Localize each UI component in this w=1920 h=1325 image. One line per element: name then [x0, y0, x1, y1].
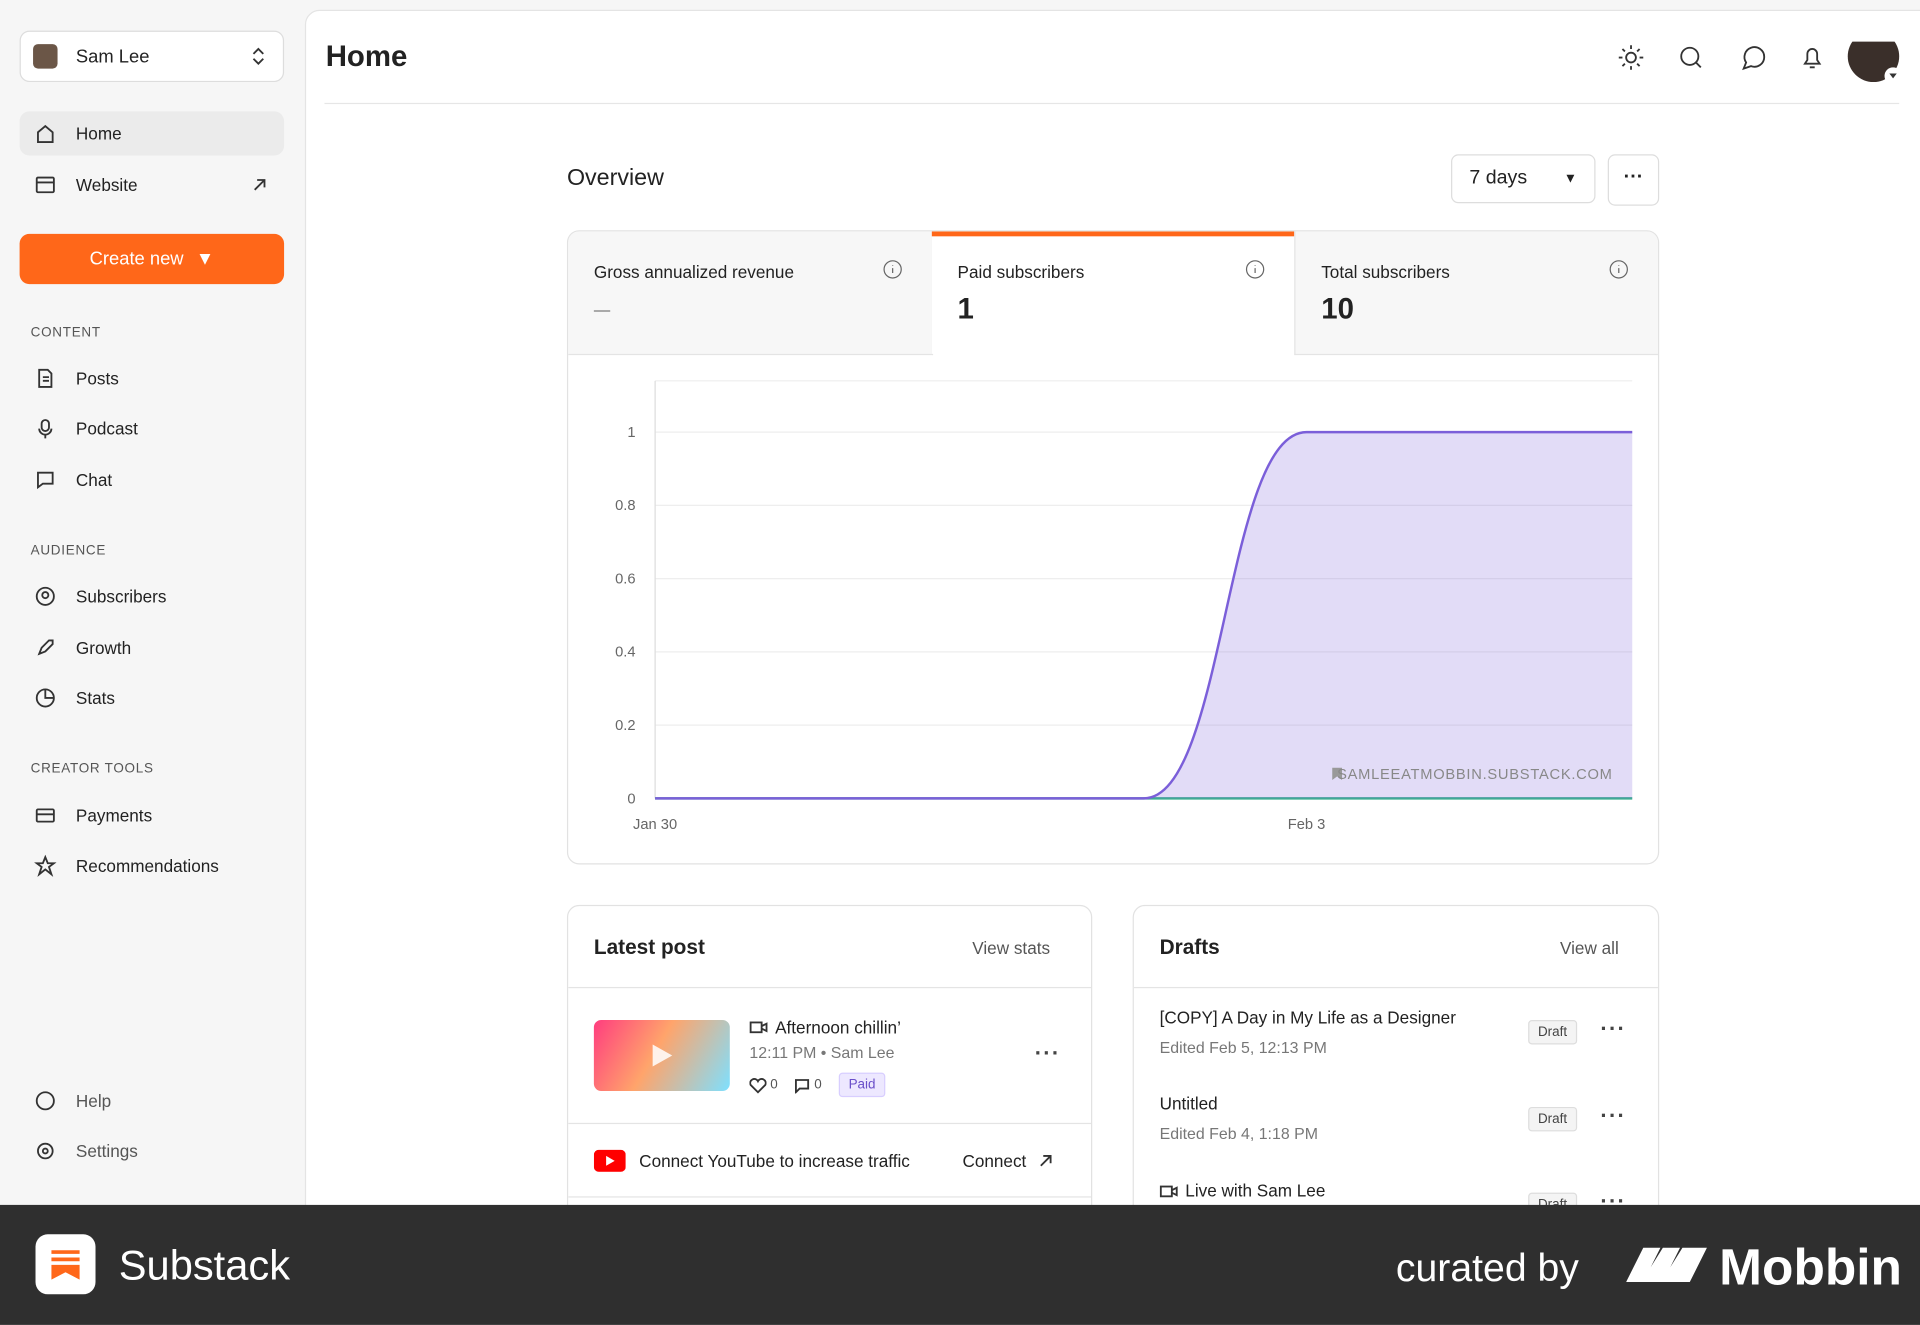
- metric-value: 10: [1321, 292, 1354, 326]
- paid-badge: Paid: [838, 1072, 886, 1098]
- account-name: Sam Lee: [75, 46, 150, 68]
- nav-label: Stats: [75, 688, 115, 708]
- nav-label: Website: [75, 175, 138, 195]
- metric-value: –: [593, 292, 611, 326]
- post-title[interactable]: Afternoon chillin’: [775, 1017, 901, 1038]
- metric-label: Gross annualized revenue: [593, 262, 795, 282]
- metric-tab[interactable]: Paid subscribers 1: [931, 231, 1295, 354]
- section-title: Overview: [566, 165, 664, 192]
- draft-badge: Draft: [1528, 1020, 1577, 1045]
- nav-label: Subscribers: [75, 586, 167, 607]
- annotation-icon: [1332, 767, 1343, 781]
- range-select[interactable]: 7 days ▼: [1451, 154, 1596, 204]
- section-title: CREATOR TOOLS: [30, 761, 154, 777]
- mobbin-logo: Mobbin: [1719, 1237, 1902, 1296]
- more-button[interactable]: ···: [1600, 1103, 1627, 1128]
- x-tick-label: Jan 30: [633, 817, 677, 833]
- nav-item[interactable]: Settings: [20, 1129, 284, 1173]
- account-switcher[interactable]: Sam Lee: [19, 30, 285, 83]
- nav-item[interactable]: Podcast: [20, 407, 284, 451]
- draft-meta: Edited Feb 4, 1:18 PM: [1159, 1124, 1318, 1143]
- nav-label: Recommendations: [75, 855, 219, 876]
- line: [655, 430, 1633, 800]
- nav-item[interactable]: Help: [20, 1079, 284, 1123]
- connect-link[interactable]: Connect: [962, 1151, 1027, 1171]
- card-link[interactable]: View stats: [972, 937, 1051, 958]
- connect-text: Connect YouTube to increase traffic: [639, 1151, 910, 1171]
- annotation: SAMLEEATMOBBIN.SUBSTACK.COM: [1337, 767, 1613, 783]
- y-tick-label: 0.6: [615, 572, 635, 588]
- metric-label: Total subscribers: [1321, 262, 1450, 282]
- nav-label: Help: [75, 1091, 112, 1111]
- nav-item[interactable]: Home: [19, 111, 285, 156]
- draft-title[interactable]: Untitled: [1159, 1093, 1218, 1114]
- header-icons[interactable]: [1614, 41, 1908, 86]
- nav-item[interactable]: Chat: [20, 458, 284, 502]
- curated-label: curated by: [1395, 1245, 1579, 1290]
- more-button[interactable]: ···: [1607, 154, 1660, 206]
- draft-title[interactable]: [COPY] A Day in My Life as a Designer: [1159, 1007, 1456, 1028]
- y-tick-label: 0.8: [615, 498, 635, 514]
- more-button[interactable]: ···: [1034, 1040, 1061, 1066]
- footer-bar: Substack curated by Mobbin: [0, 1204, 1920, 1325]
- nav-label: Chat: [75, 470, 113, 490]
- metric-tab[interactable]: Total subscribers 10: [1294, 231, 1658, 356]
- post-meta: 12:11 PM • Sam Lee: [749, 1043, 895, 1062]
- metric-tab[interactable]: Gross annualized revenue –: [568, 231, 934, 356]
- metric-label: Paid subscribers: [957, 262, 1085, 282]
- more-button[interactable]: ···: [1600, 1016, 1627, 1041]
- draft-meta: Edited Feb 5, 12:13 PM: [1159, 1038, 1327, 1057]
- nav-label: Growth: [75, 637, 132, 658]
- overview-card: Gross annualized revenue – Paid subscrib…: [566, 230, 1660, 865]
- nav-item[interactable]: Stats: [20, 676, 284, 720]
- nav-label: Podcast: [75, 418, 138, 439]
- x-tick-label: Feb 3: [1288, 817, 1326, 833]
- y-tick-label: 0.2: [615, 718, 635, 734]
- y-tick-label: 0: [627, 791, 635, 807]
- nav-label: Posts: [75, 368, 119, 389]
- nav-label: Settings: [75, 1141, 138, 1161]
- card-link[interactable]: View all: [1560, 937, 1619, 958]
- nav-item[interactable]: Growth: [20, 626, 284, 670]
- nav-item[interactable]: Payments: [20, 793, 284, 837]
- nav-item[interactable]: Subscribers: [20, 574, 284, 618]
- metric-value: 1: [957, 292, 974, 326]
- draft-badge: Draft: [1528, 1106, 1577, 1132]
- brand-name: Substack: [118, 1242, 291, 1290]
- like-count: 0: [770, 1077, 778, 1093]
- post-thumbnail[interactable]: [593, 1020, 730, 1092]
- section-title: AUDIENCE: [30, 543, 107, 559]
- card-title: Drafts: [1159, 935, 1220, 959]
- area: [655, 432, 1633, 799]
- nav-label: Home: [75, 123, 122, 144]
- chart: 0 0.2 0.4 0.6 0.8 1 Jan 30 Feb 3 SAMLEEATMOBBIN.…: [615, 380, 1633, 833]
- nav-item[interactable]: Recommendations: [20, 844, 284, 888]
- button-label: Create new: [89, 248, 184, 270]
- create-button[interactable]: Create new ▼: [19, 233, 285, 285]
- range-label: 7 days: [1469, 167, 1528, 189]
- comment-count: 0: [814, 1077, 822, 1093]
- y-tick-label: 1: [627, 425, 635, 441]
- page-title: Home: [325, 40, 408, 74]
- section-title: CONTENT: [30, 325, 101, 341]
- nav-item[interactable]: Website: [20, 163, 284, 207]
- card-title: Latest post: [593, 935, 705, 959]
- nav-item[interactable]: Posts: [20, 356, 284, 400]
- nav-label: Payments: [75, 805, 153, 826]
- y-tick-label: 0.4: [615, 645, 635, 661]
- draft-title[interactable]: Live with Sam Lee: [1185, 1180, 1326, 1201]
